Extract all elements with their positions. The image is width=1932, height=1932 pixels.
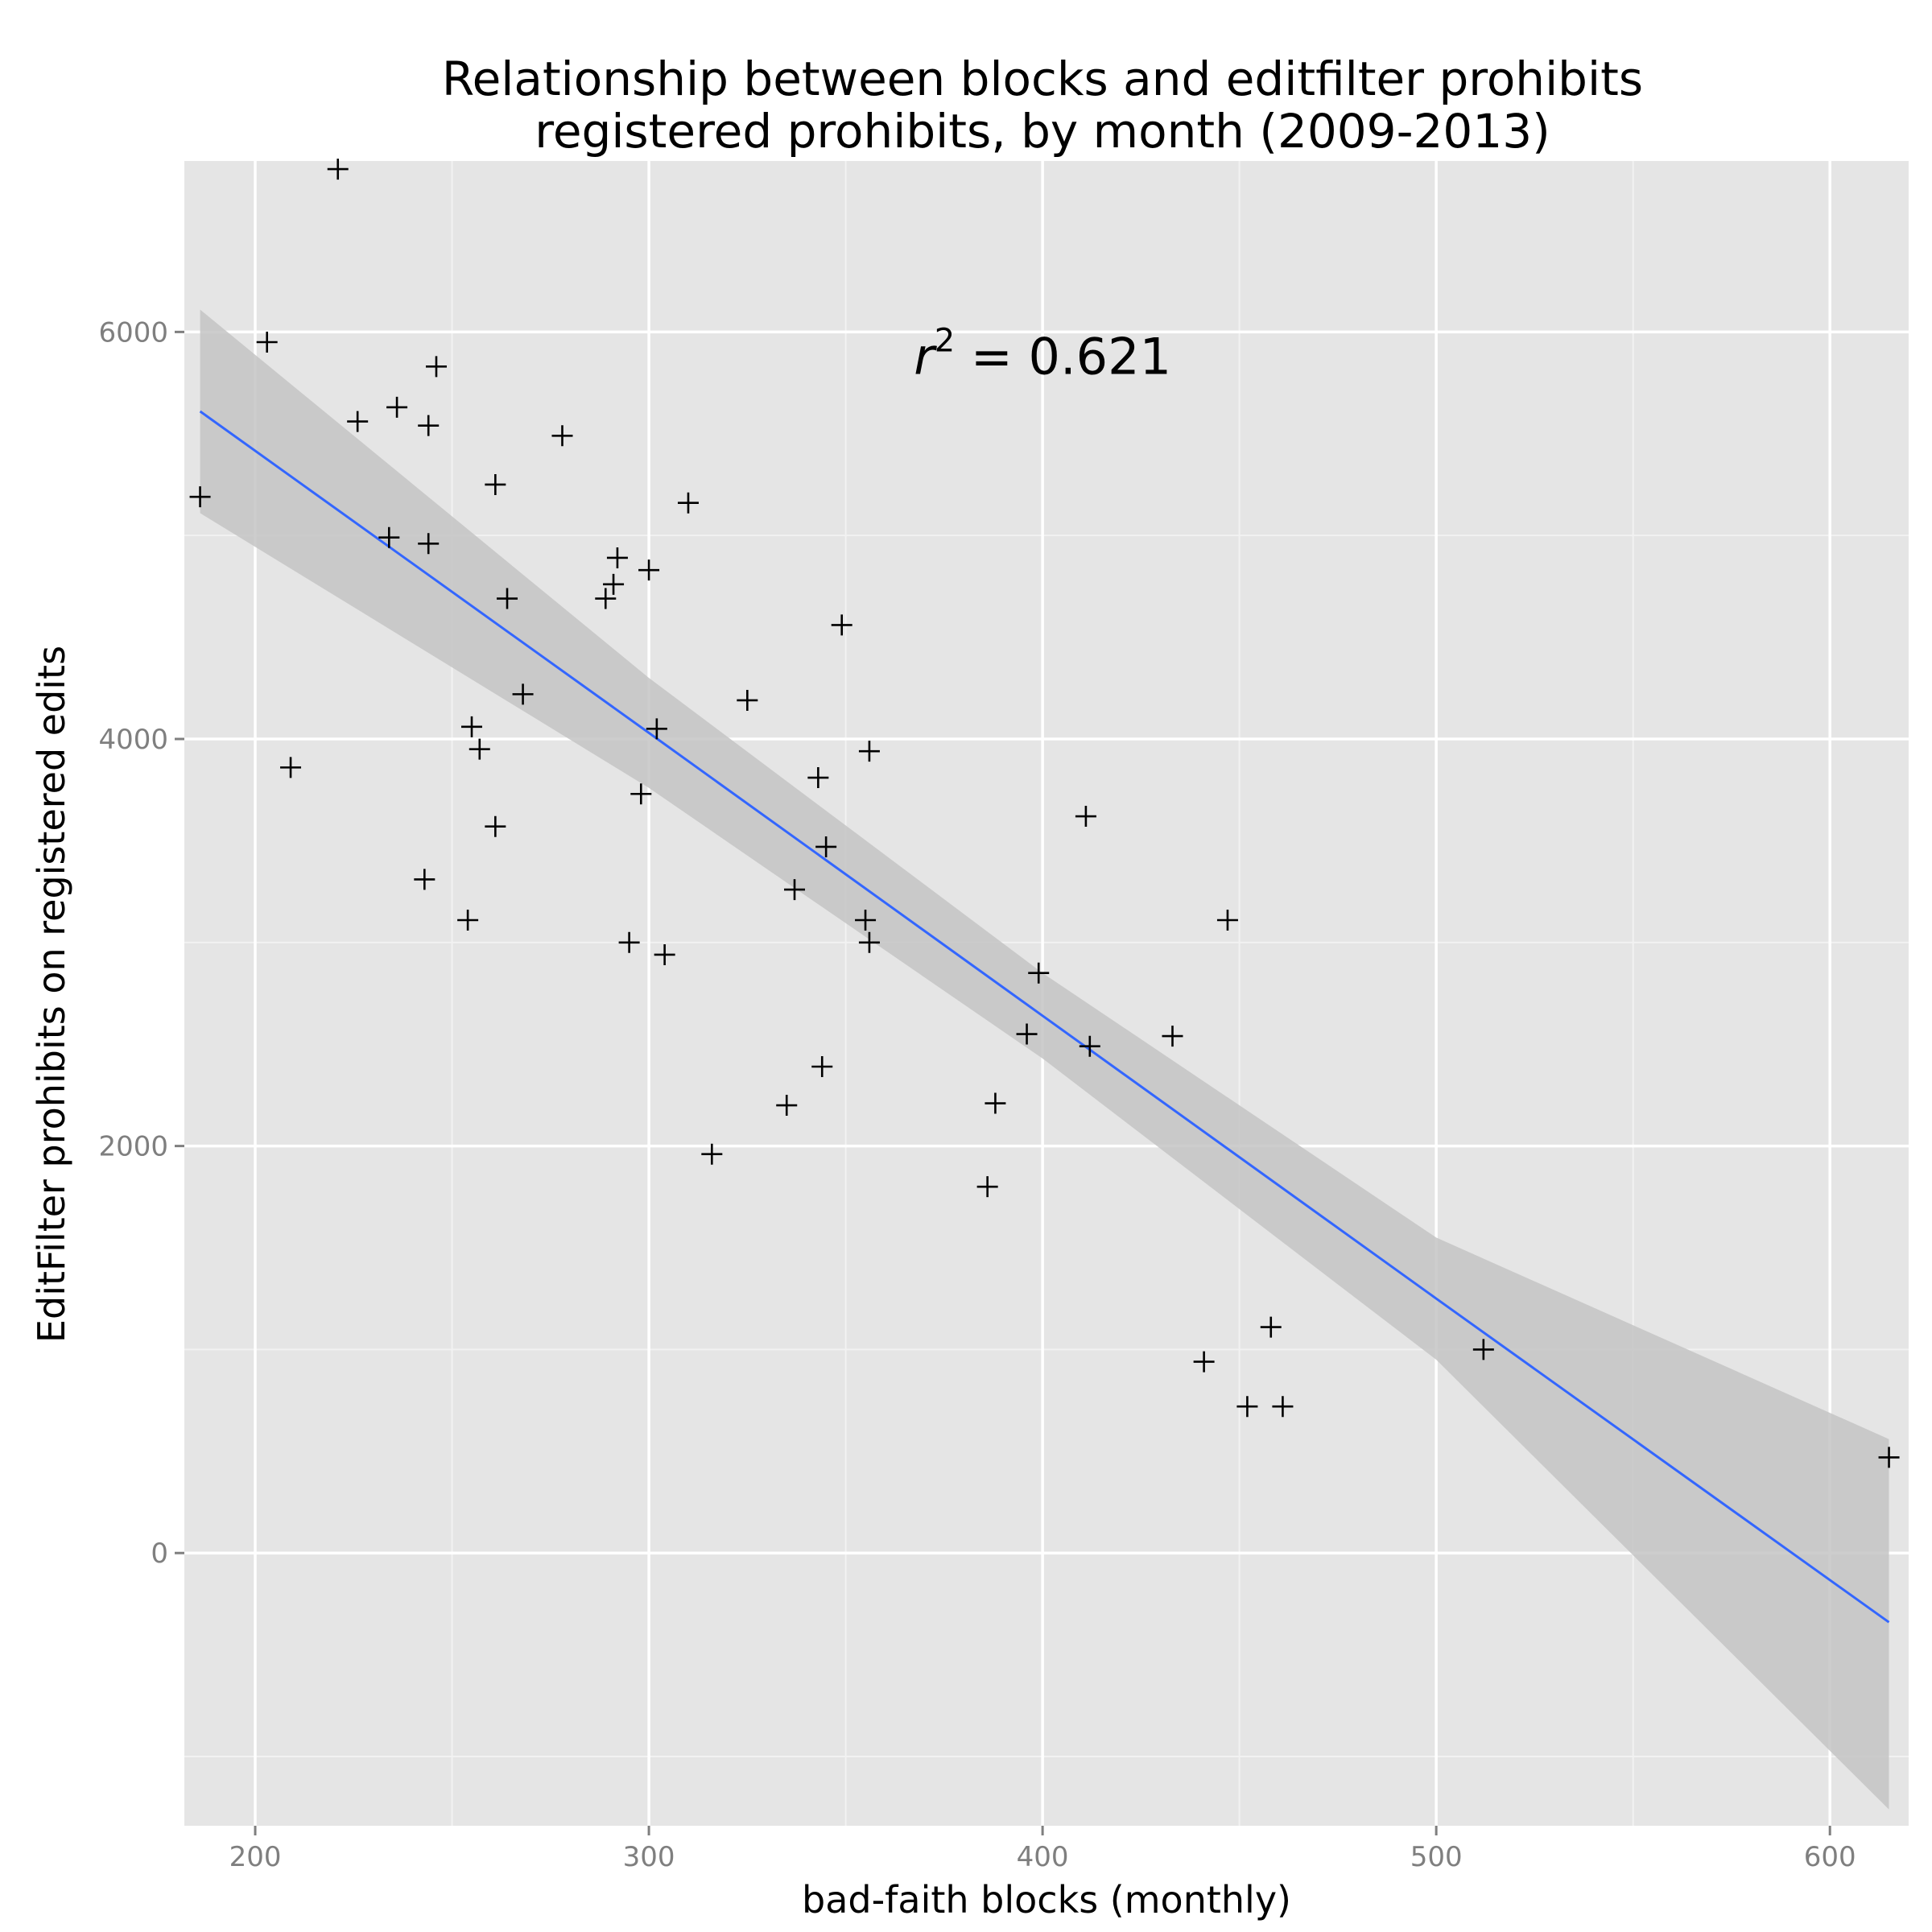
y-axis-ticks: 0 2000 4000 6000 [98, 316, 184, 1570]
data-point [831, 614, 852, 636]
data-point [418, 415, 440, 436]
x-tick-label: 400 [1017, 1841, 1069, 1873]
data-point [189, 486, 211, 508]
y-tick-label: 4000 [98, 724, 168, 756]
data-point [603, 573, 625, 595]
x-tick-label: 500 [1410, 1841, 1463, 1873]
data-point [807, 767, 829, 789]
regression-line [199, 410, 1890, 1624]
data-point [737, 689, 758, 711]
data-point [1878, 1447, 1900, 1468]
data-point [815, 836, 837, 857]
data-point [1260, 1316, 1282, 1338]
data-point [1016, 1023, 1038, 1045]
chart-title: Relationship between blocks and editfilt… [442, 52, 1643, 159]
data-point [701, 1143, 723, 1165]
data-point [855, 909, 877, 931]
data-point [776, 1095, 798, 1117]
data-point [497, 588, 518, 609]
data-point [646, 718, 667, 740]
data-point [512, 683, 534, 705]
data-point [630, 783, 652, 805]
y-tick-label: 0 [151, 1538, 168, 1570]
data-point [1162, 1026, 1183, 1047]
r-squared-annotation: r2 = 0.621 [914, 323, 1171, 386]
data-point [347, 411, 369, 432]
data-point [595, 588, 617, 609]
chart-title-line-2: registered prohibits, by month (2009-201… [535, 104, 1550, 159]
x-tick-label: 600 [1804, 1841, 1856, 1873]
data-point [418, 533, 440, 555]
data-point [1079, 1035, 1100, 1057]
data-point [1236, 1396, 1258, 1418]
data-point [1075, 806, 1096, 828]
y-tick-label: 2000 [98, 1131, 168, 1163]
data-point [1272, 1396, 1294, 1418]
data-point [976, 1176, 998, 1198]
data-point [985, 1092, 1006, 1114]
data-point [280, 757, 302, 778]
x-tick-label: 200 [229, 1841, 282, 1873]
data-point [551, 425, 573, 447]
confidence-band [200, 309, 1889, 1810]
data-point [1216, 909, 1238, 931]
data-point [858, 931, 880, 953]
data-point [638, 559, 660, 581]
r-superscript: 2 [935, 323, 955, 360]
data-point [457, 909, 479, 931]
data-point [811, 1056, 833, 1078]
r-symbol: r [914, 328, 937, 386]
data-point [677, 492, 699, 514]
data-point [386, 396, 408, 418]
data-point [606, 547, 628, 568]
data-point [858, 741, 880, 762]
data-point [485, 815, 506, 837]
x-tick-label: 300 [623, 1841, 675, 1873]
data-point [1193, 1351, 1215, 1373]
r-squared-value: = 0.621 [955, 328, 1171, 386]
data-point [618, 931, 640, 953]
y-tick-label: 6000 [98, 316, 168, 349]
x-axis-ticks: 200 300 400 500 600 [229, 1826, 1856, 1873]
data-point [425, 356, 447, 378]
data-points [189, 159, 1900, 1468]
y-axis-label: EditFilter prohibits on registered edits [30, 646, 73, 1343]
chart-title-line-1: Relationship between blocks and editfilt… [442, 52, 1643, 106]
x-axis-label: bad-faith blocks (monthly) [802, 1878, 1291, 1922]
data-point [327, 159, 349, 180]
data-point [1472, 1339, 1494, 1360]
data-point [461, 716, 482, 737]
data-point [654, 943, 675, 965]
data-point [485, 473, 506, 495]
data-point [256, 332, 278, 353]
data-point [414, 869, 436, 890]
data-point [784, 879, 806, 901]
data-point [1028, 962, 1050, 984]
data-point [469, 738, 490, 760]
data-point [378, 526, 400, 548]
